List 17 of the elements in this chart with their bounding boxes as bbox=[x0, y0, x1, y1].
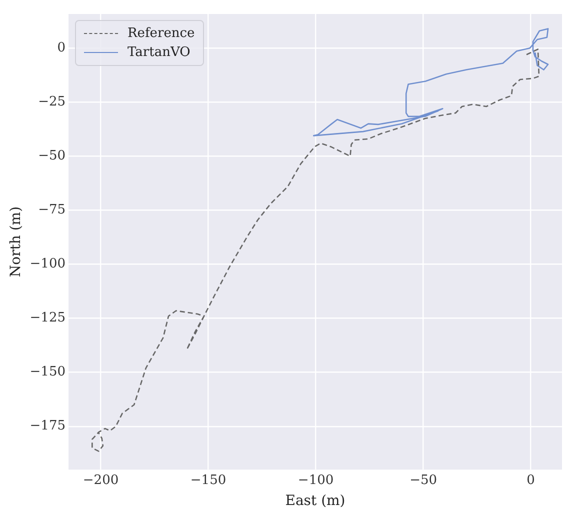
x-tick-label: −50 bbox=[410, 472, 438, 488]
x-tick-label: −150 bbox=[190, 472, 226, 488]
y-tick-label: 0 bbox=[57, 40, 66, 56]
x-axis-title: East (m) bbox=[285, 493, 346, 510]
y-tick-label: −25 bbox=[38, 94, 66, 110]
x-tick-label: −100 bbox=[298, 472, 334, 488]
y-axis-title: North (m) bbox=[8, 206, 24, 278]
legend-label: Reference bbox=[128, 26, 195, 41]
y-tick-label: −150 bbox=[30, 364, 66, 380]
y-tick-label: −125 bbox=[30, 310, 66, 326]
x-tick-label: 0 bbox=[526, 472, 535, 488]
y-tick-label: −75 bbox=[38, 202, 66, 218]
x-tick-label: −200 bbox=[82, 472, 119, 488]
y-tick-label: −175 bbox=[30, 418, 66, 434]
y-tick-label: −50 bbox=[38, 148, 66, 164]
y-tick-label: −100 bbox=[30, 256, 66, 272]
legend-label: TartanVO bbox=[128, 45, 190, 60]
